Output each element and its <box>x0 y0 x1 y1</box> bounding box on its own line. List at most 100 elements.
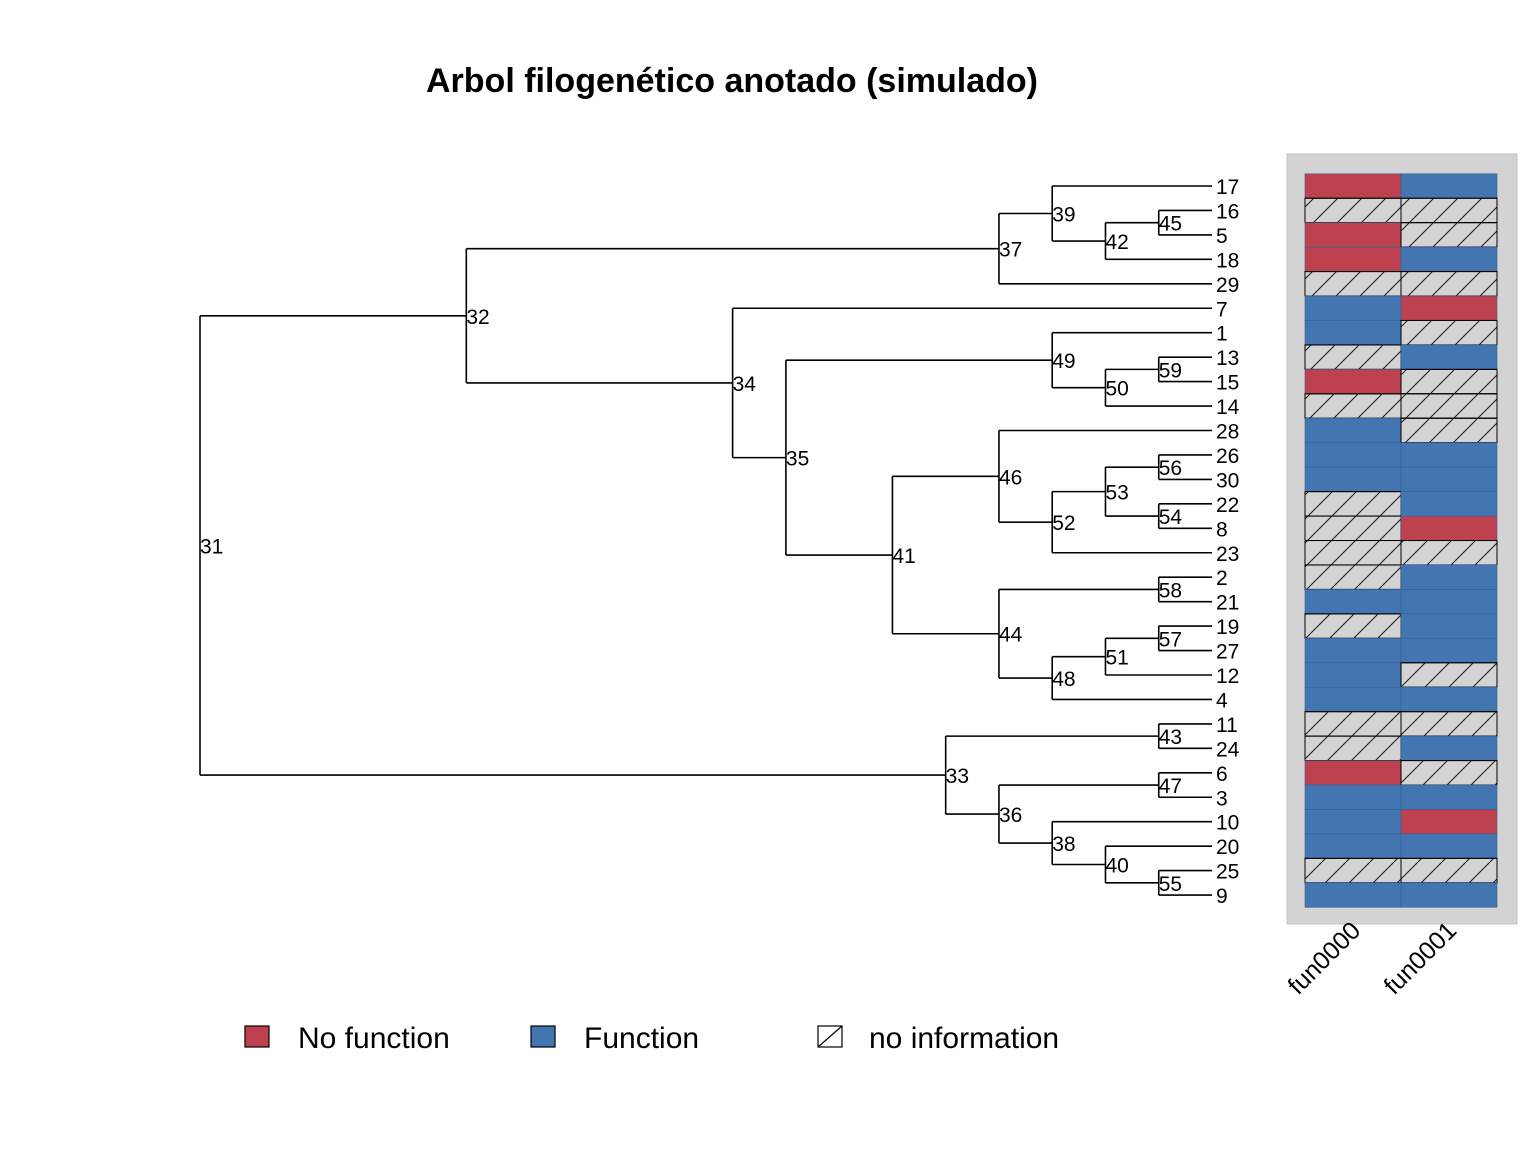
annotation-cell-fun0001-20 <box>1400 833 1498 859</box>
annotation-cell-fun0000-28 <box>1304 417 1402 444</box>
annotation-hatch-fun0001-11 <box>1400 711 1498 737</box>
node-label-32: 32 <box>466 306 489 329</box>
annotation-cell-fun0001-9 <box>1400 882 1498 908</box>
legend-label-function: Function <box>584 1022 699 1055</box>
annotation-hatch-fun0001-23 <box>1400 540 1498 566</box>
annotation-hatch-fun0000-2 <box>1304 564 1402 590</box>
tip-label-3: 3 <box>1216 787 1228 810</box>
annotation-hatch-fun0000-8 <box>1304 515 1402 542</box>
tip-label-6: 6 <box>1216 763 1228 786</box>
node-label-45: 45 <box>1159 213 1182 236</box>
tip-label-8: 8 <box>1216 518 1228 541</box>
tip-label-1: 1 <box>1216 323 1228 346</box>
annotation-hatch-fun0000-24 <box>1304 735 1402 762</box>
annotation-cell-fun0000-12 <box>1304 662 1402 688</box>
chart-title: Arbol filogenético anotado (simulado) <box>426 62 1038 100</box>
annotation-cell-fun0000-26 <box>1304 442 1402 468</box>
node-label-31: 31 <box>200 535 223 558</box>
tip-label-22: 22 <box>1216 494 1239 517</box>
tip-label-18: 18 <box>1216 249 1239 272</box>
annotation-hatch-fun0001-12 <box>1400 662 1498 688</box>
legend-label-no-function: No function <box>298 1022 450 1055</box>
annotation-cell-fun0001-2 <box>1400 564 1498 590</box>
node-label-44: 44 <box>999 624 1023 647</box>
tree-branches <box>199 185 1212 896</box>
annotation-hatch-fun0000-13 <box>1304 344 1402 370</box>
tip-label-2: 2 <box>1216 567 1228 590</box>
tree-node-labels: 31 32 33 34 35 36 37 38 39 40 41 42 43 44 45 46 47 48 49 50… <box>200 204 1182 896</box>
annotation-hatch-fun0001-28 <box>1400 417 1498 444</box>
node-label-59: 59 <box>1159 359 1182 382</box>
legend-label-no-information: no information <box>869 1022 1059 1055</box>
annotation-cell-fun0000-27 <box>1304 638 1402 664</box>
annotation-hatch-fun0001-15 <box>1400 368 1498 395</box>
annotation-hatch-fun0001-5 <box>1400 222 1498 248</box>
annotation-cell-fun0001-17 <box>1400 173 1498 199</box>
tip-label-16: 16 <box>1216 200 1239 223</box>
annotation-hatch-fun0001-1 <box>1400 319 1498 346</box>
tip-label-26: 26 <box>1216 445 1239 468</box>
tip-label-19: 19 <box>1216 616 1239 639</box>
node-label-53: 53 <box>1105 482 1128 505</box>
annotation-hatch-fun0000-22 <box>1304 491 1402 517</box>
annotation-cell-fun0000-7 <box>1304 295 1402 321</box>
legend-swatch-function <box>530 1025 556 1048</box>
annotation-cell-fun0000-5 <box>1304 222 1402 248</box>
annotation-hatch-fun0000-19 <box>1304 613 1402 639</box>
annotation-cell-fun0000-18 <box>1304 246 1402 272</box>
node-label-42: 42 <box>1105 231 1128 254</box>
node-label-36: 36 <box>999 804 1022 827</box>
tip-label-28: 28 <box>1216 421 1239 444</box>
legend: No function Function no information <box>244 1022 1059 1055</box>
annotation-cell-fun0001-13 <box>1400 344 1498 370</box>
annotation-hatch-fun0001-6 <box>1400 760 1498 786</box>
annotation-cell-fun0001-27 <box>1400 638 1498 664</box>
node-label-46: 46 <box>999 466 1022 489</box>
legend-swatch-no-function <box>244 1025 270 1048</box>
tip-label-21: 21 <box>1216 592 1239 615</box>
annotation-cell-fun0001-21 <box>1400 589 1498 615</box>
tip-label-27: 27 <box>1216 641 1239 664</box>
tip-label-23: 23 <box>1216 543 1239 566</box>
node-label-51: 51 <box>1105 647 1128 670</box>
annotation-cell-fun0000-1 <box>1304 320 1402 346</box>
annotation-cell-fun0000-15 <box>1304 369 1402 395</box>
annotation-cell-fun0001-19 <box>1400 613 1498 639</box>
tip-label-12: 12 <box>1216 665 1239 688</box>
annotation-matrix <box>1304 173 1498 908</box>
node-label-48: 48 <box>1052 668 1075 691</box>
node-label-50: 50 <box>1105 378 1128 401</box>
annotation-hatch-fun0000-23 <box>1304 540 1402 566</box>
tip-label-30: 30 <box>1216 469 1239 492</box>
annotation-hatch-fun0000-16 <box>1304 197 1402 224</box>
annotation-hatch-fun0001-29 <box>1400 271 1498 297</box>
annotation-cell-fun0001-3 <box>1400 784 1498 810</box>
tip-label-7: 7 <box>1216 298 1228 321</box>
column-label-fun0001: fun0001 <box>1379 916 1463 1000</box>
annotation-cell-fun0000-20 <box>1304 833 1402 859</box>
tip-label-17: 17 <box>1216 176 1239 199</box>
annotation-hatch-fun0001-25 <box>1400 857 1498 884</box>
annotation-cell-fun0000-21 <box>1304 589 1402 615</box>
node-label-41: 41 <box>892 545 915 568</box>
annotation-hatch-fun0000-29 <box>1304 271 1402 297</box>
node-label-47: 47 <box>1159 775 1182 798</box>
tip-label-20: 20 <box>1216 836 1239 859</box>
annotation-cell-fun0000-10 <box>1304 809 1402 835</box>
node-label-40: 40 <box>1105 854 1128 877</box>
node-label-33: 33 <box>946 765 969 788</box>
node-label-35: 35 <box>786 448 809 471</box>
node-label-56: 56 <box>1159 457 1182 480</box>
tip-label-13: 13 <box>1216 347 1239 370</box>
tip-label-4: 4 <box>1216 689 1228 712</box>
annotation-cell-fun0000-6 <box>1304 760 1402 786</box>
tip-label-5: 5 <box>1216 225 1228 248</box>
tip-label-15: 15 <box>1216 372 1239 395</box>
node-label-55: 55 <box>1159 873 1182 896</box>
tip-label-11: 11 <box>1216 714 1238 737</box>
tree-tip-labels: 1716518297113151428263022823221192712411… <box>1216 176 1240 908</box>
annotation-hatch-fun0000-11 <box>1304 711 1402 737</box>
tip-label-24: 24 <box>1216 738 1240 761</box>
annotation-hatch-fun0001-16 <box>1400 197 1498 224</box>
